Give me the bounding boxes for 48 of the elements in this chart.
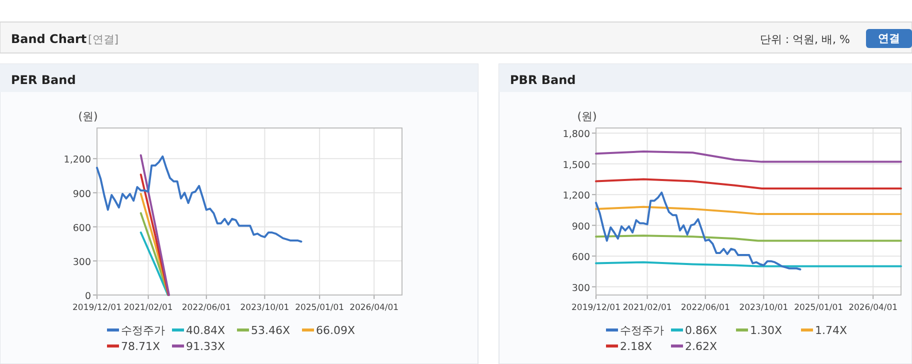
- legend-label: 1.30X: [750, 324, 782, 337]
- y-tick-label: 900: [572, 221, 590, 232]
- y-tick-label: 300: [572, 282, 590, 294]
- legend-label: 수정주가: [620, 324, 664, 337]
- legend-label: 2.62X: [685, 340, 718, 353]
- y-tick-label: 600: [72, 222, 91, 234]
- x-tick-label: 2021/02/01: [622, 303, 672, 313]
- legend-label: 78.71X: [121, 340, 160, 353]
- line-series: [595, 150, 902, 163]
- legend-label: 91.33X: [186, 340, 226, 353]
- y-tick-label: 1,800: [562, 129, 590, 140]
- legend-label: 40.84X: [186, 324, 226, 337]
- chart-title: PBR Band: [510, 73, 576, 87]
- legend-label: 0.86X: [685, 324, 718, 337]
- y-tick-label: 1,200: [64, 154, 91, 166]
- line-series: [595, 192, 802, 270]
- line-series: [595, 206, 902, 216]
- x-tick-label: 2026/04/01: [350, 303, 399, 313]
- x-tick-label: 2021/02/01: [124, 303, 173, 313]
- x-tick-label: 2022/06/01: [182, 303, 231, 313]
- x-tick-label: 2019/12/01: [72, 303, 122, 313]
- x-tick-label: 2025/01/01: [295, 303, 344, 313]
- line-series: [96, 155, 302, 243]
- legend-label: 1.74X: [815, 324, 848, 337]
- y-tick-label: 600: [572, 252, 590, 264]
- chart-title: PER Band: [11, 73, 76, 87]
- x-tick-label: 2023/10/01: [240, 303, 290, 313]
- x-tick-label: 2023/10/01: [739, 303, 788, 313]
- x-tick-label: 2022/06/01: [680, 303, 730, 313]
- legend-label: 2.18X: [620, 340, 652, 353]
- line-series: [595, 178, 902, 190]
- y-tick-label: 0: [84, 291, 91, 302]
- legend-label: 53.46X: [251, 324, 290, 337]
- x-tick-label: 2025/01/01: [794, 303, 844, 313]
- y-tick-label: 1,200: [562, 190, 590, 202]
- x-tick-label: 2019/12/01: [572, 303, 620, 313]
- text: [연결]: [88, 33, 119, 46]
- y-tick-label: 900: [72, 188, 91, 200]
- text: Band Chart: [11, 32, 87, 46]
- y-axis-title: (원): [78, 110, 98, 123]
- y-axis-title: (원): [577, 110, 597, 123]
- y-tick-label: 1,500: [562, 160, 590, 171]
- text: 단위 : 억원, 배, %: [760, 33, 850, 46]
- x-tick-label: 2026/04/01: [848, 303, 898, 313]
- text: 연결: [878, 32, 900, 45]
- y-tick-label: 300: [72, 256, 91, 268]
- legend-label: 66.09X: [316, 324, 356, 337]
- legend-label: 수정주가: [121, 324, 165, 337]
